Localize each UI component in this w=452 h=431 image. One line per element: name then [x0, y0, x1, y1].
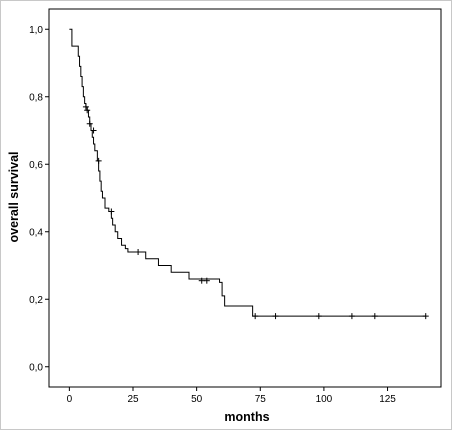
y-tick-label: 0,2 — [29, 295, 43, 306]
censor-mark — [84, 107, 91, 114]
censor-mark — [198, 277, 205, 284]
censor-mark — [203, 277, 210, 284]
censor-mark — [422, 313, 429, 320]
censor-mark — [82, 103, 89, 110]
y-tick-label: 0,4 — [29, 227, 43, 238]
plot-box — [48, 8, 442, 388]
y-axis-title: overall survival — [7, 151, 21, 242]
censor-mark — [90, 127, 97, 134]
x-tick-label: 25 — [127, 394, 139, 405]
y-tick-label: 0,6 — [29, 160, 43, 171]
y-tick-label: 1,0 — [29, 25, 43, 36]
x-tick-label: 75 — [255, 394, 267, 405]
plot-area — [48, 8, 442, 388]
censor-mark — [135, 249, 142, 255]
y-tick-label: 0,8 — [29, 92, 43, 103]
y-tick-label: 0,0 — [29, 362, 43, 373]
censor-mark — [252, 313, 259, 320]
x-axis-title: months — [224, 410, 269, 424]
x-tick-label: 100 — [316, 394, 333, 405]
censor-markers — [82, 103, 429, 320]
censor-mark — [315, 313, 322, 320]
survival-step-line — [69, 28, 426, 317]
x-tick-label: 125 — [379, 394, 396, 405]
censor-mark — [108, 208, 115, 215]
censor-mark — [95, 157, 102, 164]
censor-mark — [348, 313, 355, 320]
censor-mark — [86, 120, 93, 127]
censor-mark — [272, 313, 279, 320]
x-tick-label: 0 — [67, 394, 73, 405]
x-tick-label: 50 — [191, 394, 203, 405]
survival-series — [69, 28, 426, 317]
axes: 0,0 0,2 0,4 0,6 0,8 1,0 0 25 50 75 100 125 — [29, 25, 396, 405]
censor-mark — [371, 313, 378, 320]
